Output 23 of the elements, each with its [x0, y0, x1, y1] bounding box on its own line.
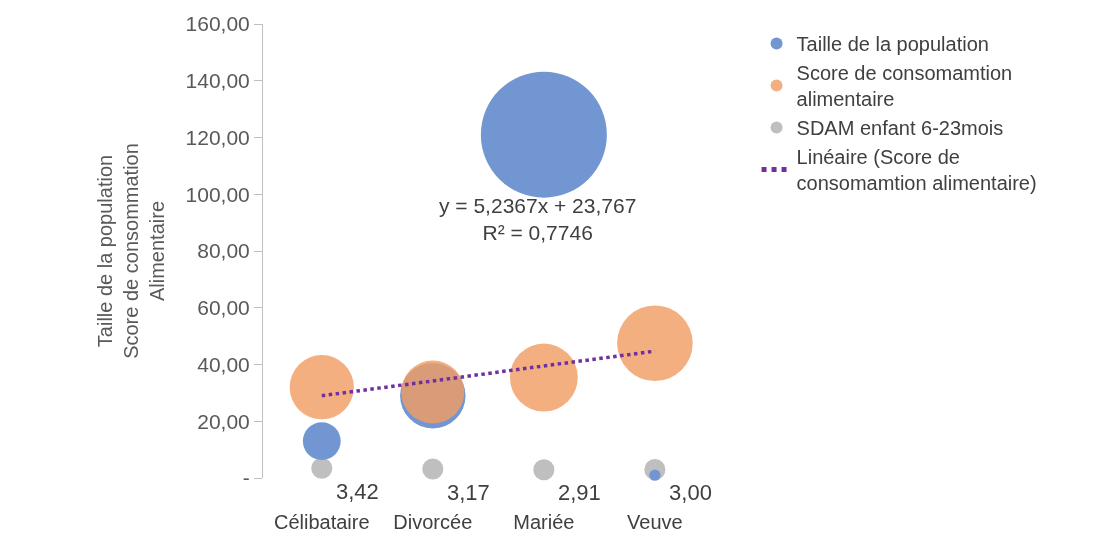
data-label: 3,00: [669, 480, 712, 506]
y-tick-label: 80,00: [197, 239, 250, 263]
annotation: y = 5,2367x + 23,767 R² = 0,7746: [439, 194, 637, 245]
data-label: 3,17: [446, 479, 490, 505]
legend-label: Linéaire (Score de consomamtion alimentaire): [796, 146, 1037, 195]
legend-label: Score de consomamtion alimentaire: [796, 62, 1013, 111]
y-tick-label: 160,00: [185, 12, 250, 36]
x-tick-label: Mariée: [513, 511, 575, 533]
legend-label: SDAM enfant 6-23mois: [796, 117, 1004, 140]
y-tick-label: 140,00: [185, 69, 250, 93]
x-tick-label: Veuve: [627, 511, 683, 533]
y-tick-label: 100,00: [185, 182, 250, 206]
y-tick-label: -: [242, 466, 250, 490]
x-tick-label: Divorcée: [393, 511, 473, 533]
x-tick-label: Célibataire: [273, 511, 370, 533]
data-label: 3,42: [335, 478, 379, 504]
y-tick-label: 40,00: [197, 352, 250, 376]
y-axis-title: Taille de la population Score de consommation Alimentaire: [94, 143, 169, 359]
data-label: 2,91: [558, 480, 601, 506]
y-tick-label: 120,00: [185, 125, 250, 149]
legend-label: Taille de la population: [796, 33, 989, 56]
y-tick-label: 20,00: [197, 409, 250, 433]
y-tick-label: 60,00: [197, 296, 250, 320]
